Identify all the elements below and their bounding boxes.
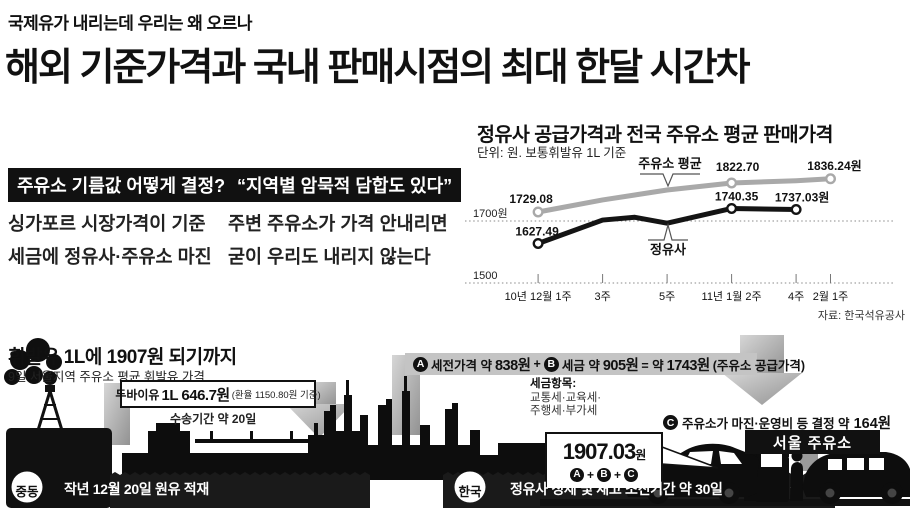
answer-lines-1: 싱가포르 시장가격이 기준 세금에 정유사·주유소 마진 — [8, 207, 212, 273]
svg-text:2월 1주: 2월 1주 — [813, 290, 849, 303]
svg-text:3주: 3주 — [594, 291, 610, 303]
tax-items-heading: 세금항목: — [530, 378, 577, 390]
svg-text:정유사: 정유사 — [650, 242, 686, 257]
svg-text:1740.35: 1740.35 — [715, 189, 759, 203]
svg-text:1700원: 1700원 — [473, 207, 508, 220]
tax-items-note: 세금항목: 교통세·교육세· 주행세·부가세 — [530, 378, 601, 419]
middle-east-badge-circle — [11, 471, 43, 503]
dubai-label: 두바이유 — [115, 387, 160, 402]
kicker-headline: 국제유가 내리는데 우리는 왜 오르나 — [8, 14, 253, 33]
svg-text:1500: 1500 — [473, 270, 497, 282]
middle-east-badge: 중동 — [15, 485, 39, 499]
exchange-rate-note: (환율 1150.80원 기준) — [231, 390, 321, 401]
chart-unit-note: 단위: 원. 보통휘발유 1L 기준 — [477, 146, 627, 160]
main-headline: 해외 기준가격과 국내 판매시점의 최대 한달 시간차 — [5, 47, 751, 89]
crude-loading-caption: 작년 12월 20일 원유 적재 — [64, 481, 209, 497]
quote-box-regional-collusion: “지역별 암묵적 담합도 있다” — [228, 168, 462, 202]
seoul-station-sign: 서울 주유소 — [745, 430, 880, 454]
answer-line: 싱가포르 시장가격이 기준 — [8, 213, 206, 234]
svg-text:1729.08: 1729.08 — [509, 192, 553, 206]
svg-text:1822.70: 1822.70 — [716, 160, 760, 174]
korea-badge: 한국 — [458, 485, 482, 499]
margin-value: 164원 — [853, 416, 892, 432]
supply-total-note: (주유소 공급가격) — [712, 358, 806, 373]
a-circle-icon: A — [569, 467, 584, 482]
plus-sign: + — [533, 357, 541, 371]
tax-label: 세금 약 — [561, 358, 600, 373]
price-flow-diagram: 휘발유 1L에 1907원 되기까지 9일 서울지역 주유소 평균 휘발유 가격… — [0, 335, 910, 510]
answer-line: 세금에 정유사·주유소 마진 — [8, 246, 212, 267]
svg-text:11년 1월 2주: 11년 1월 2주 — [702, 290, 762, 303]
person-icon — [790, 450, 803, 501]
price-line-chart: 1700원 1500 10년 12월 1주 3주 5주 11년 1월 2주 4주 2월 1주 1… — [465, 156, 895, 303]
equals-sign: = 약 — [641, 358, 664, 373]
answer-lines-2: 주변 주유소가 가격 안내리면 굳이 우리도 내리지 않는다 — [228, 207, 448, 273]
tax-items-line: 교통세·교육세· — [530, 391, 602, 404]
svg-text:5주: 5주 — [659, 291, 675, 303]
b-circle-icon: B — [543, 356, 559, 372]
suv-car-icon — [802, 452, 910, 504]
pre-tax-label: 세전가격 약 — [431, 358, 492, 373]
svg-text:1737.03원: 1737.03원 — [775, 191, 829, 205]
answer-line: 주변 주유소가 가격 안내리면 — [228, 213, 448, 234]
flow-title: 휘발유 1L에 1907원 되기까지 — [8, 347, 237, 368]
plus-sign: + — [614, 467, 622, 482]
svg-text:주유소 평균: 주유소 평균 — [638, 156, 701, 171]
transport-duration: 수송기간 약 20일 — [170, 412, 257, 426]
final-price-formula: A + B + C — [569, 467, 639, 482]
c-circle-icon: C — [624, 467, 639, 482]
supply-price-formula-banner: A 세전가격 약 838원 + B 세금 약 905원 = 약 1743원 (주… — [405, 353, 805, 375]
question-box-how-price-decided: 주유소 기름값 어떻게 결정? — [8, 168, 235, 202]
station-margin-line: C 주유소가 마진·운영비 등 결정 약 164원 — [663, 412, 891, 433]
tax-value: 905원 — [602, 357, 639, 374]
supply-total-value: 1743원 — [666, 357, 711, 374]
korea-badge-circle — [454, 471, 486, 503]
svg-text:1627.49: 1627.49 — [515, 224, 559, 238]
margin-label: 주유소가 마진·운영비 등 결정 약 — [682, 417, 850, 431]
b-circle-icon: B — [597, 467, 611, 482]
answer-line: 굳이 우리도 내리지 않는다 — [228, 246, 431, 267]
dubai-price-banner: 두바이유 1L 646.7원 (환율 1150.80원 기준) — [115, 380, 321, 408]
a-circle-icon: A — [413, 356, 428, 372]
final-price: 1907.03원 — [562, 438, 647, 466]
svg-text:10년 12월 1주: 10년 12월 1주 — [505, 290, 572, 303]
final-price-number: 1907.03 — [562, 438, 637, 464]
dubai-price: 1L 646.7원 — [161, 386, 230, 404]
plus-sign: + — [586, 467, 594, 482]
refining-caption: 정유사 정제 및 재고 소진기간 약 30일 — [510, 481, 723, 497]
pre-tax-value: 838원 — [494, 357, 531, 374]
oil-smoke-icon — [4, 338, 62, 385]
svg-text:1836.24원: 1836.24원 — [807, 159, 861, 173]
tax-items-line: 주행세·부가세 — [530, 405, 598, 417]
final-price-unit: 원 — [635, 447, 646, 462]
c-circle-icon: C — [663, 415, 678, 430]
chart-title: 정유사 공급가격과 전국 주유소 평균 판매가격 — [477, 124, 833, 146]
chart-source: 자료: 한국석유공사 — [817, 310, 905, 322]
final-price-box: 1907.03원 A + B + C — [545, 432, 663, 490]
svg-text:4주: 4주 — [788, 291, 804, 303]
middle-east-caption-bar — [110, 472, 370, 508]
